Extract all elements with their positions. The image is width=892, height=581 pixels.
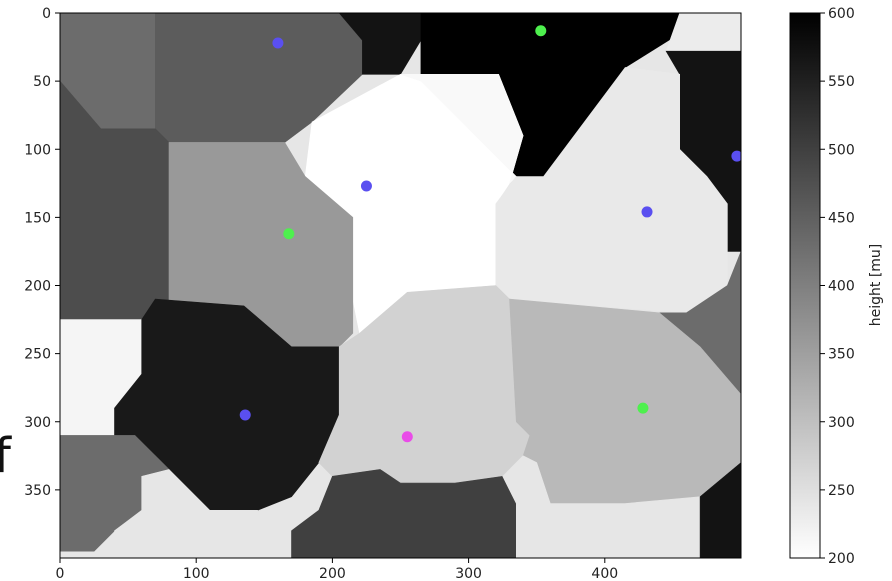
data-point-1 xyxy=(272,37,284,49)
data-point-4 xyxy=(731,150,741,162)
data-point-8 xyxy=(401,431,413,443)
y-tick-label: 300 xyxy=(24,415,51,431)
heatmap-region-5 xyxy=(665,13,741,52)
heatmap-region-21 xyxy=(699,462,741,558)
colorbar-tick-label: 550 xyxy=(828,74,855,90)
heatmap-region-20 xyxy=(502,455,701,558)
x-tick-label: 100 xyxy=(183,566,210,581)
heatmap-plot-area xyxy=(59,12,742,559)
y-tick-label: 100 xyxy=(24,142,51,158)
data-point-5 xyxy=(641,206,653,218)
heatmap-region-19 xyxy=(291,469,517,558)
y-tick-label: 200 xyxy=(24,279,51,295)
heatmap-region-14 xyxy=(114,298,340,511)
data-point-7 xyxy=(239,409,251,421)
colorbar-tick-label: 250 xyxy=(828,483,855,499)
x-tick-label: 300 xyxy=(455,566,482,581)
colorbar-gradient xyxy=(789,12,821,559)
y-tick-label: 0 xyxy=(42,6,51,22)
colorbar-label: height [mu] xyxy=(868,244,884,327)
colorbar-tick-label: 200 xyxy=(828,551,855,567)
x-tick-label: 400 xyxy=(591,566,618,581)
y-axis: 0 50 100 150 200 250 300 350 xyxy=(24,6,60,499)
y-tick-label: 250 xyxy=(24,347,51,363)
y-tick-label: 150 xyxy=(24,210,51,226)
y-tick-label: 350 xyxy=(24,483,51,499)
data-point-3 xyxy=(360,180,372,192)
colorbar-tick-label: 300 xyxy=(828,415,855,431)
data-point-2 xyxy=(535,25,547,37)
y-tick-label: 50 xyxy=(33,74,51,90)
colorbar-tick-label: 400 xyxy=(828,279,855,295)
heatmap-region-9 xyxy=(400,74,524,185)
colorbar-tick-label: 450 xyxy=(828,210,855,226)
heatmap-region-18 xyxy=(114,469,292,558)
colorbar-tick-label: 500 xyxy=(828,142,855,158)
data-point-9 xyxy=(637,402,649,414)
x-axis: 0 100 200 300 400 xyxy=(56,558,618,581)
colorbar-tick-label: 350 xyxy=(828,347,855,363)
cropped-text-fragment: f xyxy=(0,428,11,484)
colorbar-tick-label: 600 xyxy=(828,6,855,22)
colorbar: 200 250 300 350 400 450 500 550 600 height [mu] xyxy=(789,6,884,567)
x-tick-label: 0 xyxy=(56,566,65,581)
x-tick-label: 200 xyxy=(319,566,346,581)
data-point-6 xyxy=(283,228,295,240)
